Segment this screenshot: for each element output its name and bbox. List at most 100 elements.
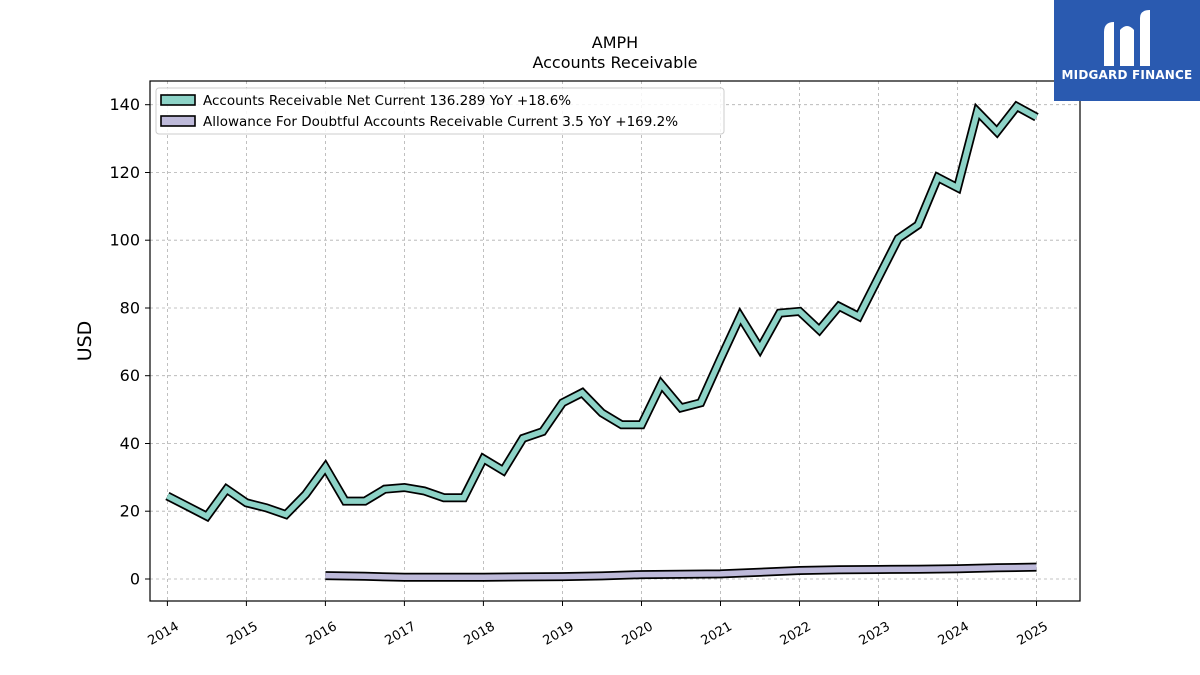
legend-swatch-allowance: [160, 115, 196, 127]
series-point: [483, 458, 484, 459]
series-point: [681, 574, 682, 575]
legend-frame: [155, 87, 725, 135]
x-tick-label: 2025: [1015, 619, 1051, 649]
series-point: [522, 438, 523, 439]
y-tick-label: 20: [120, 502, 140, 521]
series-point: [1016, 106, 1017, 107]
grid: [150, 81, 1080, 601]
series-group: [165, 100, 1039, 582]
series-1: [325, 562, 1037, 582]
x-tick-label: 2022: [778, 619, 814, 649]
chart-title: AMPH: [592, 33, 638, 52]
series-point: [187, 506, 188, 507]
series-point: [305, 494, 306, 495]
x-tick-label: 2016: [304, 619, 340, 649]
series-point: [799, 570, 800, 571]
y-tick-label: 60: [120, 366, 140, 385]
series-0: [165, 100, 1039, 523]
y-axis-label: USD: [74, 321, 96, 362]
series-point: [1036, 117, 1037, 118]
series-point: [345, 501, 346, 502]
series-point: [641, 424, 642, 425]
x-tick-label: 2020: [620, 619, 656, 649]
y-tick-label: 120: [109, 163, 140, 182]
series-point: [483, 577, 484, 578]
series-point: [661, 384, 662, 385]
legend-swatch-ar-net: [160, 94, 196, 106]
series-point: [285, 514, 286, 515]
series-point: [602, 575, 603, 576]
series-point: [325, 467, 326, 468]
series-point: [562, 402, 563, 403]
x-tick-label: 2021: [699, 619, 735, 649]
plot-frame: [149, 80, 1081, 602]
midgard-logo: MIDGARD FINANCE: [1054, 0, 1200, 101]
series-point: [997, 131, 998, 132]
series-point: [443, 497, 444, 498]
series-point: [760, 572, 761, 573]
series-point: [542, 431, 543, 432]
series-point: [779, 313, 780, 314]
x-tick-label: 2024: [936, 619, 972, 649]
series-point: [1036, 567, 1037, 568]
series-point: [266, 507, 267, 508]
series-point: [700, 402, 701, 403]
series-point: [364, 501, 365, 502]
series-point: [364, 576, 365, 577]
series-point: [839, 569, 840, 570]
series-point: [404, 577, 405, 578]
legend-label-allowance: Allowance For Doubtful Accounts Receivab…: [203, 114, 678, 130]
series-point: [839, 306, 840, 307]
series-line-outline: [165, 100, 1039, 523]
x-tick-label: 2023: [857, 619, 893, 649]
series-point: [997, 567, 998, 568]
series-point: [799, 311, 800, 312]
series-point: [898, 238, 899, 239]
y-tick-label: 140: [109, 95, 140, 114]
series-point: [602, 413, 603, 414]
series-point: [819, 330, 820, 331]
series-point: [878, 277, 879, 278]
series-line: [325, 564, 1037, 581]
midgard-logo-icon: [1104, 10, 1150, 66]
series-point: [720, 358, 721, 359]
series-point: [424, 490, 425, 491]
logo-text: MIDGARD FINANCE: [1061, 68, 1193, 82]
series-point: [246, 502, 247, 503]
x-tick-label: 2015: [225, 619, 261, 649]
series-point: [206, 516, 207, 517]
series-point: [720, 573, 721, 574]
series-point: [740, 316, 741, 317]
y-tick-label: 40: [120, 434, 140, 453]
series-point: [957, 187, 958, 188]
series-point: [858, 316, 859, 317]
series-point: [522, 576, 523, 577]
series-point: [918, 225, 919, 226]
series-point: [641, 574, 642, 575]
legend-label-ar-net: Accounts Receivable Net Current 136.289 …: [203, 93, 571, 109]
series-point: [957, 568, 958, 569]
series-point: [918, 569, 919, 570]
series-point: [167, 496, 168, 497]
series-point: [760, 348, 761, 349]
series-point: [937, 177, 938, 178]
series-point: [463, 497, 464, 498]
series-point: [582, 392, 583, 393]
series-point: [443, 577, 444, 578]
series-point: [384, 489, 385, 490]
x-tick-label: 2018: [462, 619, 498, 649]
series-point: [226, 489, 227, 490]
series-point: [878, 569, 879, 570]
x-tick-label: 2014: [146, 619, 182, 649]
series-point: [681, 407, 682, 408]
series-point: [977, 111, 978, 112]
chart-subtitle: Accounts Receivable: [532, 53, 697, 72]
legend: Accounts Receivable Net Current 136.289 …: [155, 87, 725, 135]
x-tick-label: 2019: [541, 619, 577, 649]
y-tick-label: 100: [109, 231, 140, 250]
series-line: [166, 102, 1038, 520]
series-point: [325, 575, 326, 576]
y-tick-label: 0: [130, 570, 140, 589]
series-point: [621, 424, 622, 425]
